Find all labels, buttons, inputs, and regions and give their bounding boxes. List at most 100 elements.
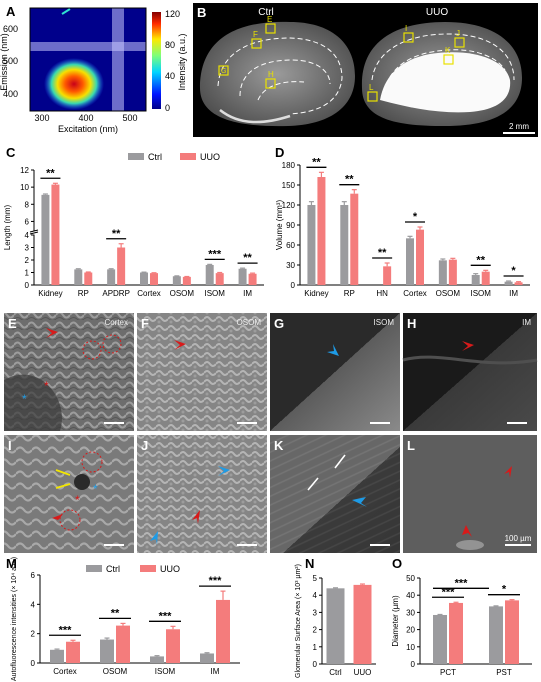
panel-letter-i: I <box>8 438 12 453</box>
o-bar-pst-1 <box>505 600 519 664</box>
ctrl-kidney <box>200 21 355 127</box>
c-bar-rp-1 <box>84 272 93 285</box>
k-blue-arrowhead <box>352 497 367 507</box>
panel-letter-m: M <box>6 556 17 571</box>
c-ytick-label: 0 <box>25 281 30 290</box>
panel-letter-j: J <box>141 438 148 453</box>
d-ytick-label: 180 <box>282 161 296 170</box>
uuo-box-k <box>443 54 454 65</box>
c-ytick-label: 8 <box>25 200 30 209</box>
h-streak <box>402 355 538 365</box>
d-bar-isom-1 <box>481 271 490 285</box>
c-bar-kidney-1 <box>51 184 60 285</box>
o-ytick-label: 20 <box>406 626 415 635</box>
m-bar-isom-1 <box>166 629 180 663</box>
uuo-inner-line <box>383 49 506 93</box>
n-ytick-label: 4 <box>313 591 318 600</box>
d-xtick-hn: HN <box>376 289 388 298</box>
n-ylabel: Glomerular Surface Area (× 10³ µm²) <box>295 564 302 678</box>
panelA-ylabel: Emission (nm) <box>0 33 9 91</box>
c-bar-isom-0 <box>205 265 214 285</box>
o-ytick-label: 30 <box>406 608 415 617</box>
h-red-arrowhead <box>462 341 474 351</box>
d-xtick-osom: OSOM <box>436 289 461 298</box>
m-sig-label-osom: ** <box>111 607 120 619</box>
panelB-scale-label: 2 mm <box>509 122 529 131</box>
uuo-box-label-k: K <box>445 46 451 55</box>
m-bar-osom-0 <box>100 639 114 663</box>
micrograph-e-vessel <box>4 374 62 431</box>
c-bar-cortex-1 <box>150 273 158 285</box>
c-sig-label-apdrp: ** <box>112 228 121 240</box>
heatmap-peak <box>44 58 104 110</box>
n-ytick-label: 3 <box>313 608 318 617</box>
d-bar-kidney-1 <box>317 177 326 285</box>
i-dark-lumen <box>74 474 90 490</box>
legend-swatch-ctrl <box>128 153 144 160</box>
m-bar-im-0 <box>200 653 214 663</box>
d-bar-isom-0 <box>471 275 480 285</box>
uuo-outer-line <box>371 33 515 81</box>
n-bar-ctrl-0 <box>326 588 345 664</box>
d-ylabel: Volume (mm³) <box>275 200 284 251</box>
i-glomerulus-circle-2 <box>59 509 81 531</box>
c-xtick-isom: ISOM <box>204 289 225 298</box>
e-red-arrowhead <box>46 328 58 338</box>
c-bar-im-0 <box>238 268 247 285</box>
n-bar-uuo-0 <box>353 584 372 664</box>
panel-m-chart: M Ctrl UUO 0 2 4 6 Autofluorescence intensit… <box>6 556 240 681</box>
m-ytick-label: 2 <box>31 630 36 639</box>
c-ytick-label: 3 <box>25 244 30 253</box>
uuo-box-label-l: L <box>369 83 374 92</box>
colorbar-tick-2: 80 <box>165 40 175 50</box>
m-bar-osom-1 <box>116 625 130 663</box>
j-blue-arrowhead-1 <box>218 466 230 476</box>
panel-letter-f: F <box>141 316 149 331</box>
ctrl-box-label-h: H <box>268 70 274 79</box>
i-red-asterisk-icon: * <box>75 493 80 507</box>
panelA-xlabel: Excitation (nm) <box>58 124 118 134</box>
o-ytick-label: 10 <box>406 643 415 652</box>
n-ytick-label: 0 <box>313 660 318 669</box>
c-ytick-label: 10 <box>20 183 29 192</box>
panelA-xtick-1: 400 <box>78 113 93 123</box>
k-white-arrow-2 <box>307 477 319 491</box>
d-ytick-label: 0 <box>291 281 296 290</box>
d-xtick-im: IM <box>509 289 518 298</box>
m-ytick-label: 4 <box>31 600 36 609</box>
legend-label-ctrl: Ctrl <box>148 152 162 162</box>
d-bar-osom-1 <box>448 259 457 285</box>
i-yellow-arrow-2 <box>55 483 71 489</box>
e-blue-asterisk-icon: * <box>22 392 27 406</box>
o-ytick-label: 0 <box>411 660 416 669</box>
d-bar-cortex-1 <box>416 229 424 285</box>
d-ytick-label: 120 <box>282 201 296 210</box>
ctrl-box-f <box>251 38 262 49</box>
m-sig-label-cortex: *** <box>59 624 73 636</box>
micrograph-k-texture <box>270 435 400 553</box>
m-legend-swatch-uuo <box>140 565 156 572</box>
ctrl-box-label-e: E <box>267 15 272 24</box>
micrograph-g <box>270 313 400 431</box>
d-xtick-kidney: Kidney <box>304 289 328 298</box>
o-sig-label-pst: * <box>502 584 507 596</box>
d-ytick-label: 30 <box>286 261 295 270</box>
m-xtick-cortex: Cortex <box>53 667 77 676</box>
panel-letter-b: B <box>197 5 206 20</box>
m-sig-label-isom: *** <box>159 610 173 622</box>
c-ylabel: Length (mm) <box>3 204 12 250</box>
micrograph-f <box>137 313 267 431</box>
heatmap-artifact-line <box>61 8 71 15</box>
c-ytick-label: 6 <box>25 217 30 226</box>
colorbar-tick-3: 120 <box>165 9 180 19</box>
d-sig-label-rp: ** <box>345 174 354 186</box>
j-red-arrowhead <box>192 510 200 524</box>
c-xtick-rp: RP <box>78 289 89 298</box>
panel-letter-n: N <box>305 556 314 571</box>
colorbar <box>152 12 161 109</box>
panel-letter-a: A <box>6 4 16 19</box>
k-white-arrow-1 <box>334 454 346 469</box>
panel-b: B E F G H Ctrl I J K L UUO 2 mm <box>193 3 538 137</box>
c-bar-osom-1 <box>182 276 191 285</box>
